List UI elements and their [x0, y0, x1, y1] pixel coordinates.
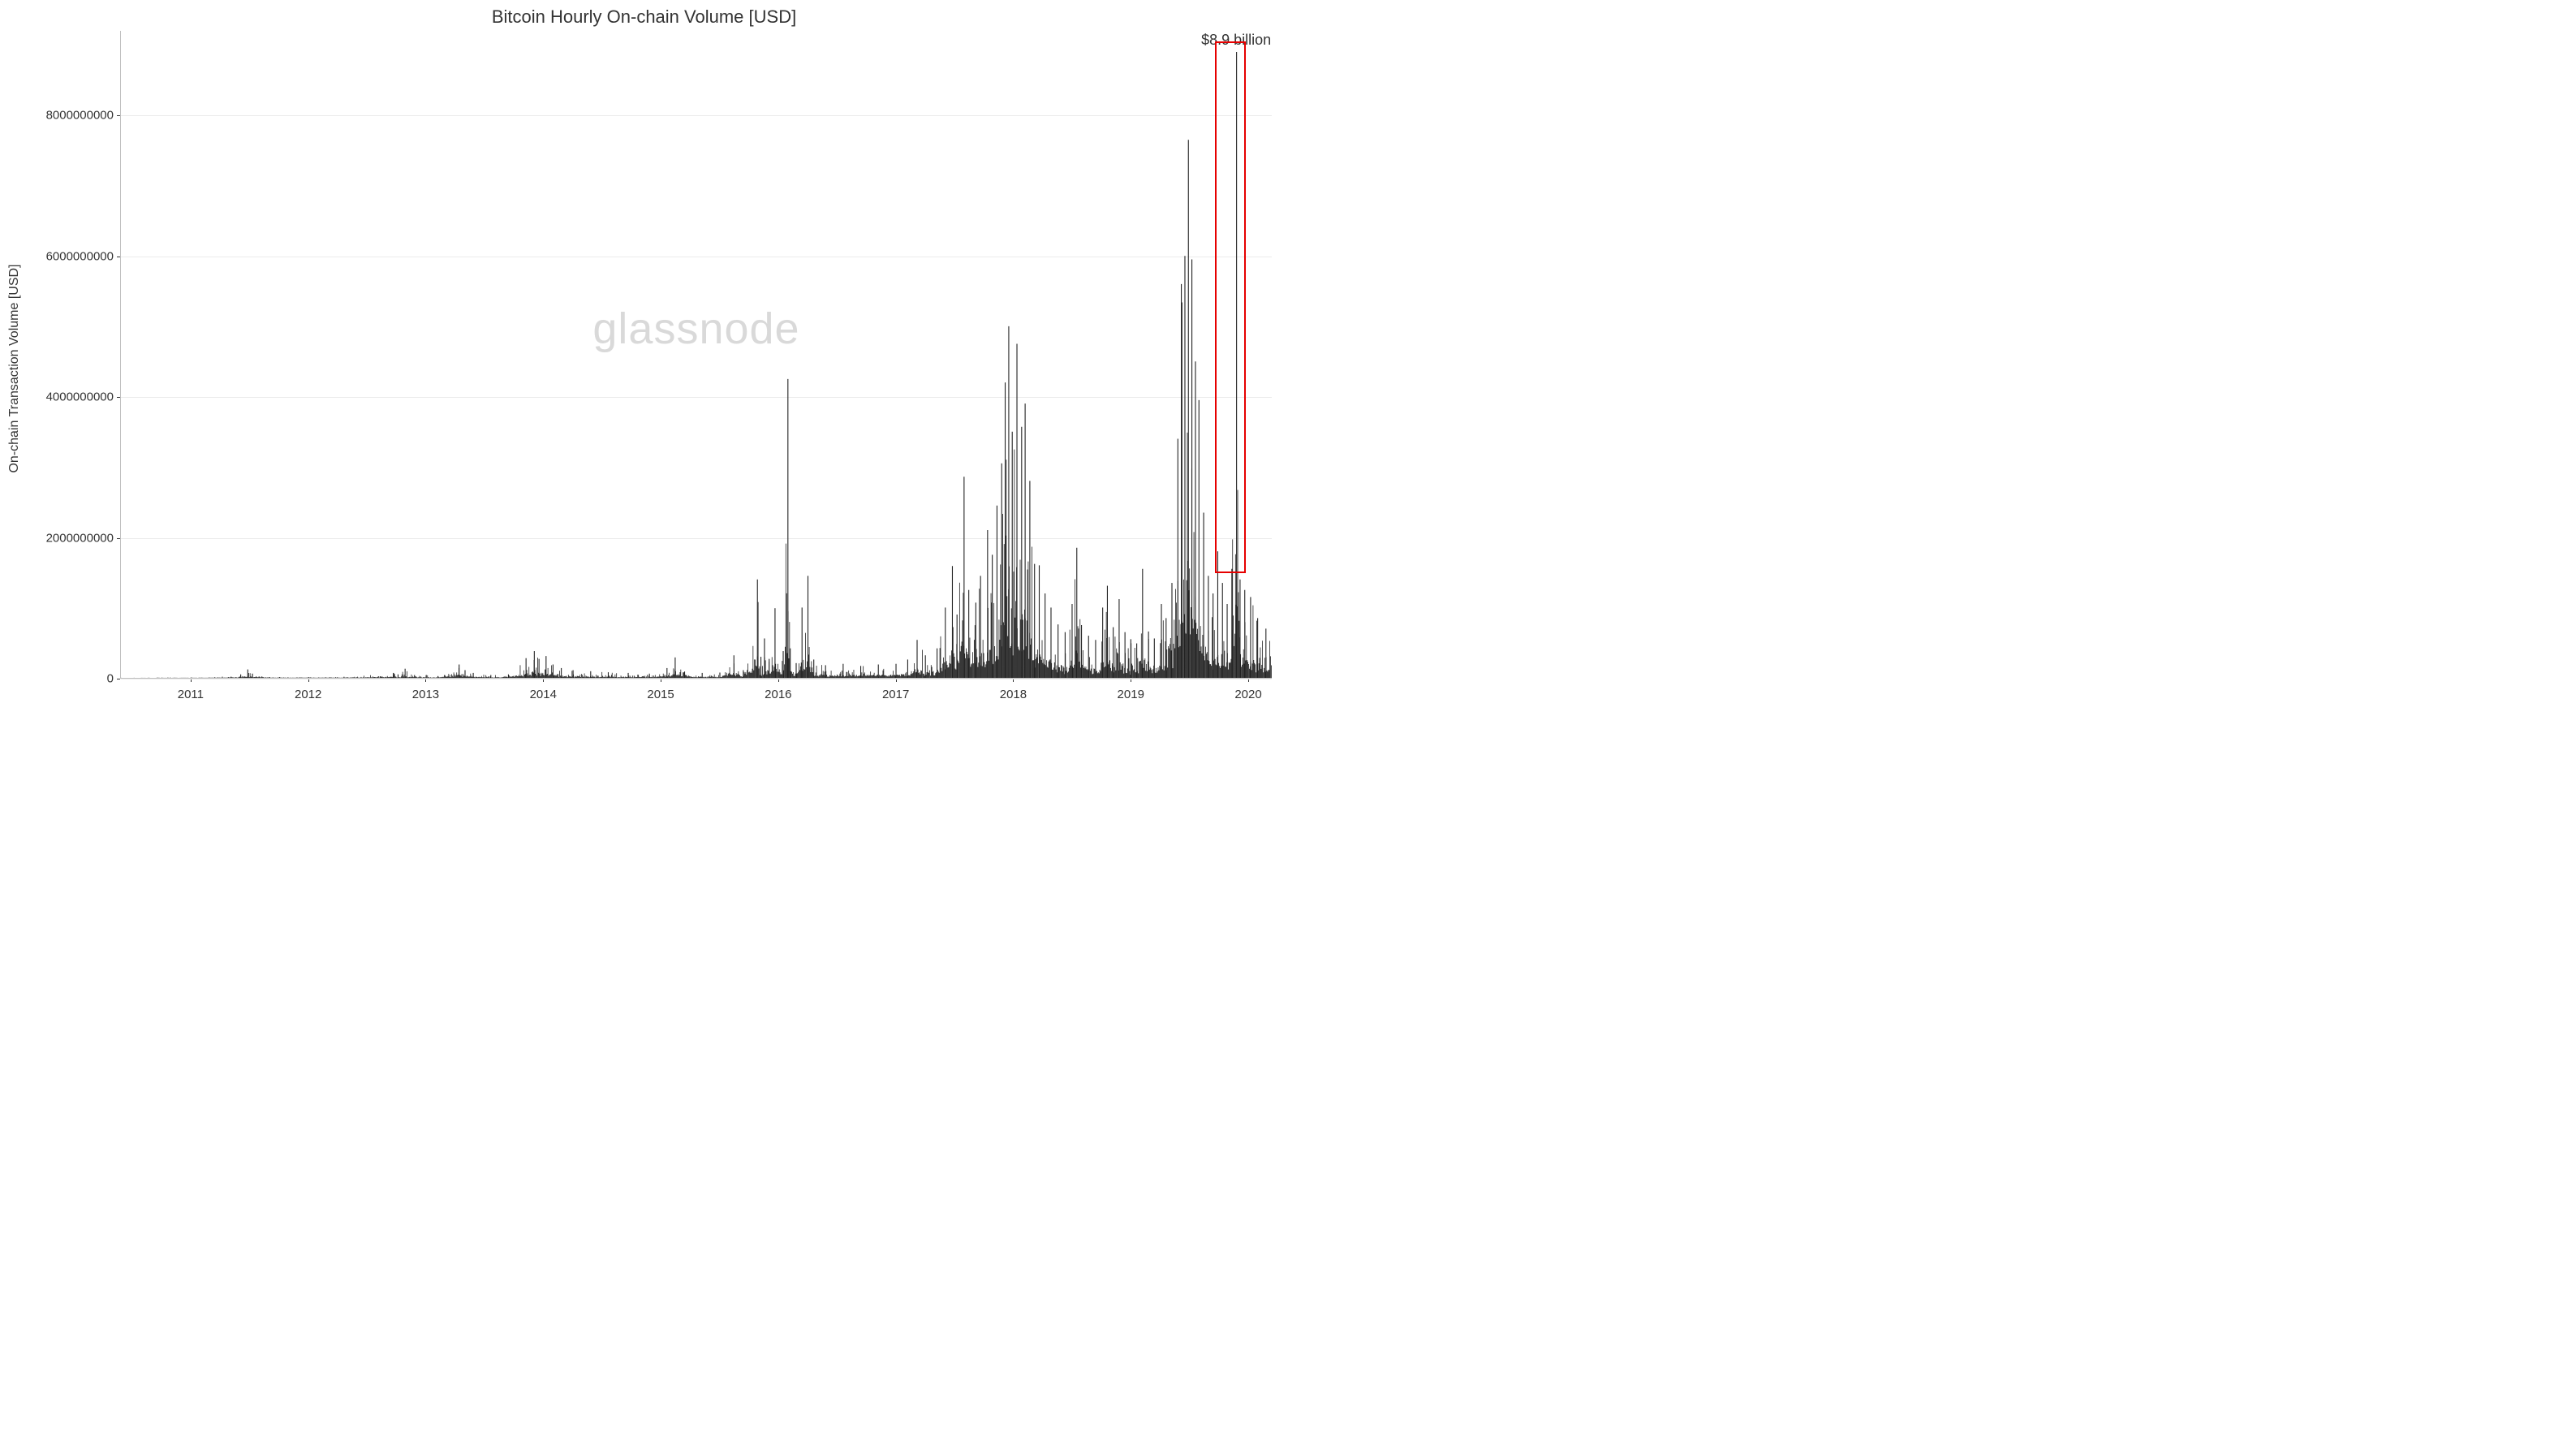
x-tick-label: 2011	[178, 688, 204, 701]
x-tick-label: 2016	[765, 688, 791, 701]
chart-container: Bitcoin Hourly On-chain Volume [USD] On-…	[0, 0, 1288, 722]
y-tick-label: 8000000000	[8, 109, 114, 123]
x-tick-label: 2013	[412, 688, 439, 701]
x-tick-label: 2015	[647, 688, 674, 701]
y-tick-label: 2000000000	[8, 531, 114, 545]
data-series-svg	[121, 31, 1272, 678]
y-tick-label: 4000000000	[8, 390, 114, 404]
x-tick-label: 2012	[295, 688, 321, 701]
plot-area: glassnode	[120, 31, 1272, 679]
x-tick-label: 2018	[1000, 688, 1027, 701]
x-tick-label: 2020	[1234, 688, 1261, 701]
y-tick-label: 0	[8, 672, 114, 686]
x-tick-label: 2017	[882, 688, 909, 701]
highlight-box	[1215, 41, 1246, 573]
y-axis-label: On-chain Transaction Volume [USD]	[7, 264, 22, 472]
x-tick-label: 2019	[1118, 688, 1144, 701]
x-tick-label: 2014	[530, 688, 557, 701]
volume-series	[121, 302, 1271, 678]
chart-title: Bitcoin Hourly On-chain Volume [USD]	[492, 6, 796, 28]
y-tick-label: 6000000000	[8, 249, 114, 263]
